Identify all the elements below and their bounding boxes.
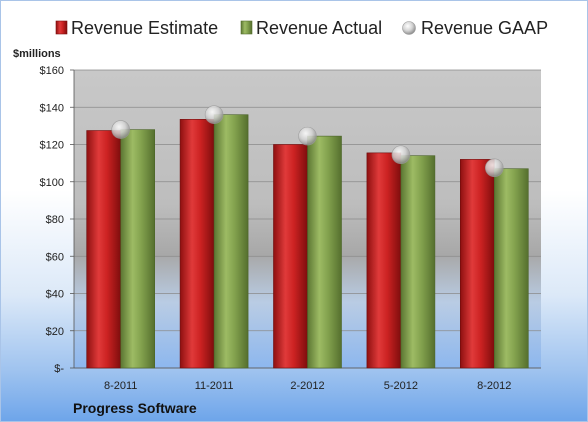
bar-revenue-estimate-8-2012 — [459, 159, 495, 369]
legend-marker-revenue-gaap — [402, 21, 416, 35]
y-tick-label: $60 — [46, 251, 64, 263]
x-tick-label: 11-2011 — [195, 380, 234, 392]
legend-swatch-revenue-estimate — [55, 20, 68, 35]
x-axis-ticks: 8-2011 11-2011 2-2012 5-2012 8-2012 — [104, 380, 511, 392]
bar-revenue-actual-8-2012 — [493, 168, 529, 369]
y-axis-unit-label: $millions — [13, 48, 61, 60]
y-tick-label: $140 — [40, 102, 64, 114]
bar-revenue-actual-2-2012 — [307, 135, 342, 369]
chart-legend: Revenue Estimate Revenue Actual Revenue … — [55, 18, 548, 38]
marker-revenue-gaap-8-2012 — [484, 158, 504, 178]
marker-revenue-gaap-5-2012 — [391, 145, 411, 165]
bar-revenue-actual-8-2011 — [120, 129, 155, 369]
y-tick-label: $80 — [46, 214, 64, 226]
x-tick-label: 8-2011 — [104, 380, 137, 392]
y-tick-label: $100 — [40, 177, 64, 189]
x-tick-label: 8-2012 — [477, 380, 511, 392]
y-tick-label: $- — [54, 363, 64, 375]
x-tick-label: 2-2012 — [290, 380, 324, 392]
marker-revenue-gaap-8-2011 — [111, 120, 130, 139]
company-name-footer: Progress Software — [73, 400, 197, 416]
bar-revenue-estimate-2-2012 — [273, 144, 308, 369]
marker-revenue-gaap-11-2011 — [204, 105, 224, 124]
legend-label-revenue-actual: Revenue Actual — [256, 18, 382, 38]
marker-revenue-gaap-2-2012 — [298, 126, 317, 146]
bars — [86, 114, 529, 369]
legend-swatch-revenue-actual — [240, 20, 253, 35]
legend-label-revenue-gaap: Revenue GAAP — [421, 18, 548, 38]
bar-revenue-estimate-11-2011 — [179, 119, 215, 369]
gaap-markers — [111, 105, 504, 178]
y-tick-label: $40 — [46, 289, 64, 301]
bar-revenue-actual-11-2011 — [213, 114, 249, 369]
bar-revenue-estimate-5-2012 — [366, 152, 402, 369]
y-tick-label: $160 — [40, 65, 64, 77]
y-tick-label: $20 — [46, 326, 64, 338]
y-tick-label: $120 — [40, 140, 64, 152]
x-tick-label: 5-2012 — [384, 380, 418, 392]
bar-revenue-actual-5-2012 — [400, 155, 436, 369]
legend-label-revenue-estimate: Revenue Estimate — [71, 18, 218, 38]
bar-revenue-estimate-8-2011 — [86, 130, 121, 369]
